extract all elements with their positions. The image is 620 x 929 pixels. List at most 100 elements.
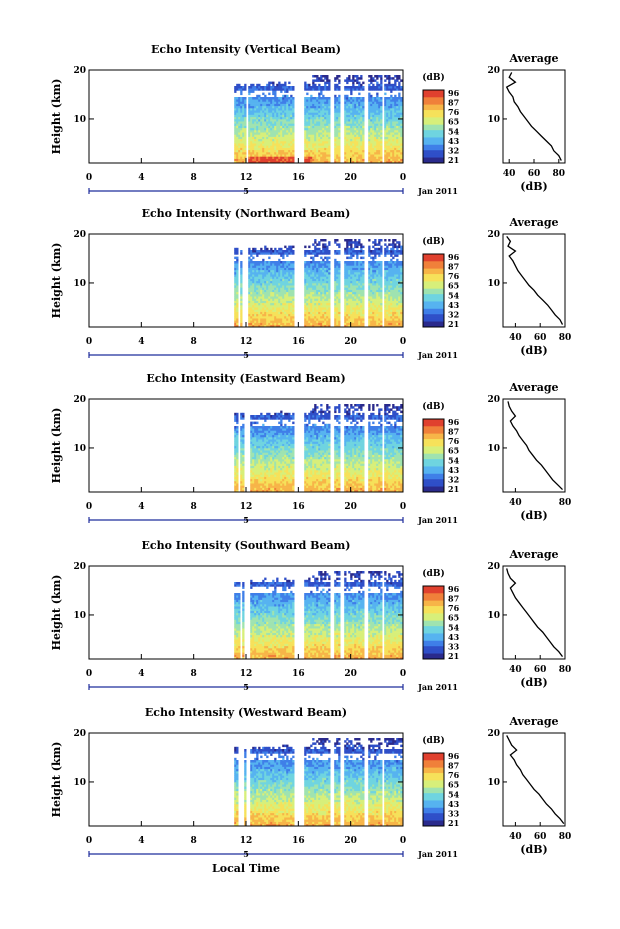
heatmap-cell <box>280 127 283 131</box>
heatmap-cell <box>372 156 375 159</box>
heatmap-cell <box>276 86 279 89</box>
heatmap-cell <box>328 88 331 91</box>
heatmap-cell <box>264 318 267 321</box>
heatmap-cell <box>390 83 393 87</box>
heatmap-cell <box>256 116 259 120</box>
heatmap-cell <box>236 160 239 164</box>
heatmap-cell <box>384 239 387 242</box>
heatmap-cell <box>310 283 313 286</box>
heatmap-cell <box>398 241 401 244</box>
heatmap-cell <box>240 110 243 113</box>
heatmap-cell <box>344 316 347 319</box>
heatmap-cell <box>398 274 401 277</box>
heatmap-cell <box>262 324 265 328</box>
heatmap-cell <box>240 116 243 120</box>
heatmap-cell <box>266 105 269 109</box>
heatmap-cell <box>274 313 277 317</box>
heatmap-cell <box>380 272 383 275</box>
heatmap-cell <box>276 252 279 255</box>
heatmap-cell <box>348 112 351 115</box>
heatmap-cell <box>240 149 243 153</box>
heatmap-cell <box>384 92 387 96</box>
heatmap-cell <box>390 149 393 153</box>
heatmap-cell <box>284 147 287 151</box>
heatmap-cell <box>388 156 391 159</box>
heatmap-cell <box>384 247 387 251</box>
heatmap-cell <box>378 269 381 273</box>
heatmap-cell <box>278 285 281 288</box>
heatmap-cell <box>322 158 325 162</box>
heatmap-cell <box>326 269 329 273</box>
heatmap-cell <box>270 112 273 115</box>
heatmap-cell <box>376 267 379 271</box>
heatmap-cell <box>350 241 353 244</box>
heatmap-cell <box>278 110 281 113</box>
heatmap-cell <box>308 121 311 124</box>
heatmap-cell <box>254 156 257 159</box>
heatmap-cell <box>376 125 379 129</box>
heatmap-cell <box>248 143 251 146</box>
heatmap-cell <box>288 305 291 308</box>
heatmap-cell <box>336 97 339 100</box>
colorbar-segment <box>423 95 444 98</box>
heatmap-cell <box>260 123 263 126</box>
heatmap-cell <box>318 103 321 107</box>
heatmap-cell <box>358 250 361 253</box>
heatmap-cell <box>338 121 341 124</box>
heatmap-cell <box>248 86 251 89</box>
heatmap-cell <box>290 114 293 118</box>
heatmap-cell <box>278 103 281 107</box>
heatmap-cell <box>388 272 391 275</box>
heatmap-cell <box>346 145 349 148</box>
heatmap-cell <box>240 138 243 142</box>
heatmap-cell <box>250 114 253 118</box>
colorbar-segment <box>423 137 444 140</box>
heatmap-cell <box>356 307 359 310</box>
heatmap-cell <box>282 298 285 301</box>
heatmap-cell <box>320 322 323 326</box>
heatmap-cell <box>328 305 331 308</box>
heatmap-cell <box>256 309 259 312</box>
colorbar-segment <box>423 303 444 306</box>
heatmap-cell <box>256 291 259 295</box>
heatmap-cell <box>310 272 313 275</box>
heatmap-cell <box>284 108 287 111</box>
heatmap-cell <box>290 245 293 249</box>
heatmap-cell <box>362 145 365 148</box>
heatmap-cell <box>284 318 287 321</box>
heatmap-cell <box>258 127 261 131</box>
heatmap-cell <box>338 88 341 91</box>
heatmap-cell <box>286 116 289 120</box>
heatmap-cell <box>292 125 295 129</box>
heatmap-cell <box>266 136 269 140</box>
heatmap-cell <box>268 152 271 155</box>
heatmap-cell <box>318 77 321 80</box>
heatmap-cell <box>270 114 273 118</box>
heatmap-cell <box>386 143 389 146</box>
heatmap-cell <box>372 116 375 120</box>
heatmap-cell <box>352 302 355 306</box>
heatmap-cell <box>252 324 255 328</box>
heatmap-cell <box>374 298 377 301</box>
heatmap-cell <box>350 88 353 91</box>
colorbar-segment <box>423 106 444 109</box>
heatmap-cell <box>242 125 245 129</box>
heatmap-cell <box>318 296 321 299</box>
heatmap-cell <box>258 272 261 275</box>
heatmap-cell <box>236 298 239 301</box>
heatmap-cell <box>324 149 327 153</box>
heatmap-cell <box>368 267 371 271</box>
heatmap-cell <box>388 276 391 279</box>
heatmap-cell <box>322 160 325 164</box>
heatmap-cell <box>238 127 241 131</box>
heatmap-cell <box>306 278 309 282</box>
heatmap-cell <box>378 121 381 124</box>
heatmap-cell <box>280 267 283 271</box>
heatmap-cell <box>290 127 293 131</box>
heatmap-cell <box>256 252 259 255</box>
heatmap-cell <box>368 149 371 153</box>
heatmap-cell <box>310 322 313 326</box>
heatmap-cell <box>268 278 271 282</box>
heatmap-cell <box>388 101 391 104</box>
heatmap-cell <box>396 254 399 257</box>
